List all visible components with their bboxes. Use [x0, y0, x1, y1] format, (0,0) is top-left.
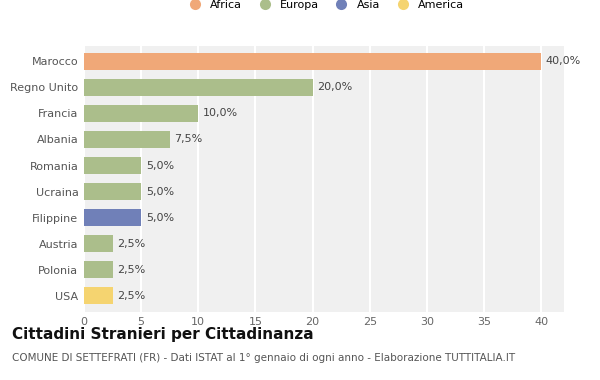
Text: 20,0%: 20,0%: [317, 82, 352, 92]
Legend: Africa, Europa, Asia, America: Africa, Europa, Asia, America: [181, 0, 467, 13]
Text: 5,0%: 5,0%: [146, 213, 174, 223]
Text: 2,5%: 2,5%: [117, 291, 145, 301]
Bar: [84, 53, 541, 70]
Bar: [84, 288, 113, 304]
Bar: [84, 261, 113, 278]
Text: COMUNE DI SETTEFRATI (FR) - Dati ISTAT al 1° gennaio di ogni anno - Elaborazione: COMUNE DI SETTEFRATI (FR) - Dati ISTAT a…: [12, 353, 515, 363]
Bar: [84, 79, 313, 96]
Bar: [84, 131, 170, 148]
Bar: [84, 157, 141, 174]
Text: 10,0%: 10,0%: [203, 108, 238, 119]
Bar: [84, 105, 198, 122]
Text: 5,0%: 5,0%: [146, 161, 174, 171]
Bar: [84, 209, 141, 226]
Text: 5,0%: 5,0%: [146, 187, 174, 196]
Text: Cittadini Stranieri per Cittadinanza: Cittadini Stranieri per Cittadinanza: [12, 327, 314, 342]
Text: 2,5%: 2,5%: [117, 265, 145, 275]
Text: 7,5%: 7,5%: [174, 135, 203, 144]
Text: 2,5%: 2,5%: [117, 239, 145, 249]
Bar: [84, 235, 113, 252]
Bar: [84, 183, 141, 200]
Text: 40,0%: 40,0%: [546, 56, 581, 66]
